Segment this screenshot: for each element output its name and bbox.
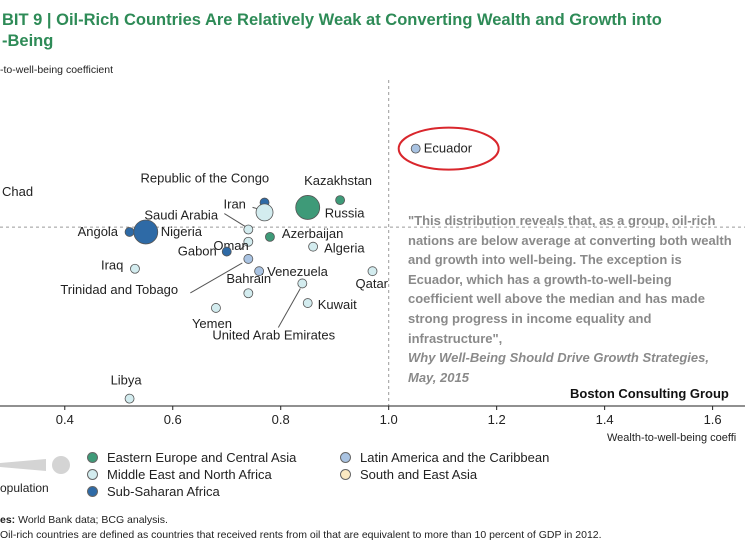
bcg-label: Boston Consulting Group: [570, 386, 729, 401]
title-line-2: -Being: [2, 32, 54, 50]
point-iran: [255, 203, 274, 222]
point-label: Kazakhstan: [304, 173, 372, 188]
point-label: Qatar: [356, 276, 389, 291]
note-line: Oil-rich countries are defined as countr…: [0, 529, 602, 541]
x-tick-label: 1.0: [380, 412, 398, 427]
population-size-key: [0, 456, 70, 474]
leader-line: [239, 245, 245, 251]
legend-item-south-east-asia: South and East Asia: [340, 467, 477, 482]
legend-label: Latin America and the Caribbean: [360, 450, 550, 465]
point-venezuela: [254, 266, 265, 277]
sources-line: es: World Bank data; BCG analysis.: [0, 513, 602, 528]
point-qatar: [367, 266, 378, 277]
population-circle: [52, 456, 70, 474]
point-label: Chad: [2, 184, 33, 199]
legend-item-middle-east: Middle East and North Africa: [87, 467, 272, 482]
point-angola: [124, 227, 135, 237]
x-tick-label: 1.6: [704, 412, 722, 427]
quote-line: infrastructure",: [408, 330, 503, 346]
point-libya: [124, 393, 135, 404]
point-label: Gabon: [178, 244, 217, 259]
legend-label: Middle East and North Africa: [107, 467, 272, 482]
x-tick-label: 1.2: [488, 412, 506, 427]
point-ecuador: [410, 143, 421, 154]
x-axis-label: Wealth-to-well-being coeffi: [607, 432, 737, 444]
population-label: opulation: [0, 481, 49, 495]
population-wedge: [0, 459, 46, 471]
point-label: Russia: [325, 205, 366, 220]
quote-line: coefficient well above the median and ha…: [408, 291, 705, 307]
quote-line: strong progress in income equality and: [408, 310, 652, 326]
legend-item-sub-saharan: Sub-Saharan Africa: [87, 484, 220, 499]
quote-date: May, 2015: [408, 369, 469, 385]
highlight-ellipse: [397, 126, 500, 171]
legend-label: Sub-Saharan Africa: [107, 484, 220, 499]
chart-title: BIT 9 | Oil-Rich Countries Are Relativel…: [2, 10, 742, 52]
point-label: Saudi Arabia: [144, 208, 218, 223]
point-label: United Arab Emirates: [212, 327, 335, 342]
point-iraq: [130, 263, 140, 274]
sources-heading: es:: [0, 514, 16, 526]
point-label: Bahrain: [226, 271, 271, 286]
quote-line: Ecuador, which has a growth-to-well-bein…: [408, 271, 672, 287]
notes: es: World Bank data; BCG analysis. Oil-r…: [0, 513, 602, 543]
point-yemen: [211, 303, 221, 313]
point-label: Venezuela: [267, 264, 328, 279]
quote-source: Why Well-Being Should Drive Growth Strat…: [408, 350, 709, 366]
point-label: Libya: [111, 373, 143, 388]
x-tick-label: 0.6: [164, 412, 182, 427]
sources-text: World Bank data; BCG analysis.: [15, 514, 168, 526]
legend-label: South and East Asia: [360, 467, 478, 482]
legend-swatch: [340, 469, 351, 480]
legend-swatch: [87, 469, 98, 480]
point-nigeria: [133, 219, 159, 245]
point-russia: [295, 195, 321, 220]
legend-swatch: [340, 452, 351, 463]
legend-item-latin-america: Latin America and the Caribbean: [340, 450, 549, 465]
point-azerbaijan: [265, 231, 275, 242]
point-bahrain: [243, 288, 254, 299]
point-kazakhstan: [335, 195, 346, 206]
point-label: Ecuador: [424, 141, 473, 156]
quote-line: and growth into well-being. The exceptio…: [408, 252, 682, 268]
y-axis-label: -to-well-being coefficient: [0, 64, 114, 76]
point-saudi-arabia: [243, 224, 254, 235]
leader-line: [224, 213, 246, 227]
x-tick-label: 0.8: [272, 412, 290, 427]
point-label: Iran: [224, 196, 246, 211]
point-label: Azerbaijan: [282, 226, 343, 241]
leader-line: [277, 288, 301, 328]
point-label: Oman: [213, 238, 248, 253]
point-gabon: [221, 246, 232, 257]
point-label: Nigeria: [161, 224, 203, 239]
point-label: Trinidad and Tobago: [60, 282, 178, 297]
title-line-1: BIT 9 | Oil-Rich Countries Are Relativel…: [2, 11, 662, 29]
legend-item-eastern-europe: Eastern Europe and Central Asia: [87, 450, 296, 465]
quote-block: "This distribution reveals that, as a gr…: [408, 211, 745, 387]
scatter-chart: 0.4 0.6 0.8 1.0 1.2 1.4 1.6 Ecuador Kazakhstan Ru…: [0, 80, 745, 427]
point-algeria: [308, 241, 319, 252]
legend-swatch: [87, 486, 98, 497]
x-tick-label: 1.4: [596, 412, 614, 427]
point-label: Algeria: [324, 241, 365, 256]
point-oman: [243, 236, 254, 247]
x-tick-label: 0.4: [56, 412, 74, 427]
point-label: Republic of the Congo: [141, 171, 270, 186]
point-kuwait: [302, 298, 313, 308]
point-label: Yemen: [192, 316, 232, 331]
quote-line: "This distribution reveals that, as a gr…: [408, 213, 716, 228]
point-label: Angola: [78, 224, 119, 239]
quote-line: nations are below average at converting …: [408, 232, 732, 248]
legend-label: Eastern Europe and Central Asia: [107, 450, 297, 465]
point-united-arab-emirates: [297, 278, 308, 289]
point-trinidad-and-tobago: [243, 254, 254, 264]
point-label: Kuwait: [318, 297, 357, 312]
point-label: Iraq: [101, 258, 123, 273]
leader-line: [190, 262, 243, 294]
legend-swatch: [87, 452, 98, 463]
